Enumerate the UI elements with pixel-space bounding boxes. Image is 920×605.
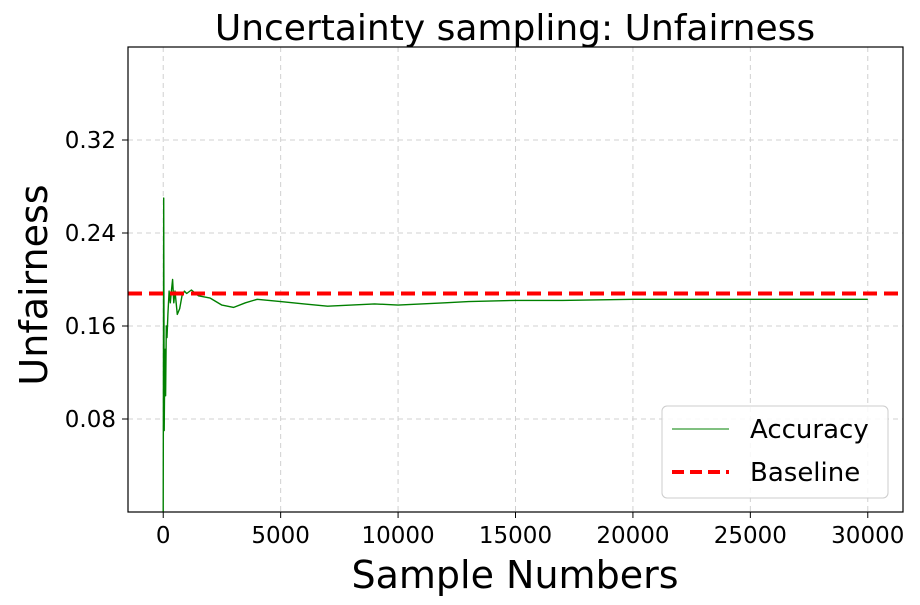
legend: Accuracy Baseline (661, 405, 889, 499)
ticks: 0 5000 10000 15000 20000 25000 30000 0.08 0.16 0.… (65, 128, 905, 549)
y-tick-label: 0.24 (65, 221, 116, 247)
legend-baseline-label: Baseline (750, 458, 860, 488)
x-axis-title: Sample Numbers (351, 553, 678, 597)
legend-accuracy-label: Accuracy (750, 415, 869, 445)
chart-title: Uncertainty sampling: Unfairness (215, 8, 815, 49)
accuracy-line (162, 197, 868, 513)
x-tick-label: 15000 (479, 523, 552, 549)
x-tick-label: 30000 (831, 523, 904, 549)
x-tick-label: 0 (156, 523, 171, 549)
x-tick-label: 20000 (596, 523, 669, 549)
y-tick-label: 0.08 (65, 407, 116, 433)
y-axis-title: Unfairness (12, 184, 56, 385)
series-layer (128, 197, 903, 513)
y-tick-label: 0.16 (65, 314, 116, 340)
x-tick-label: 25000 (714, 523, 787, 549)
x-tick-label: 5000 (251, 523, 310, 549)
x-tick-label: 10000 (361, 523, 434, 549)
y-tick-label: 0.32 (65, 128, 116, 154)
